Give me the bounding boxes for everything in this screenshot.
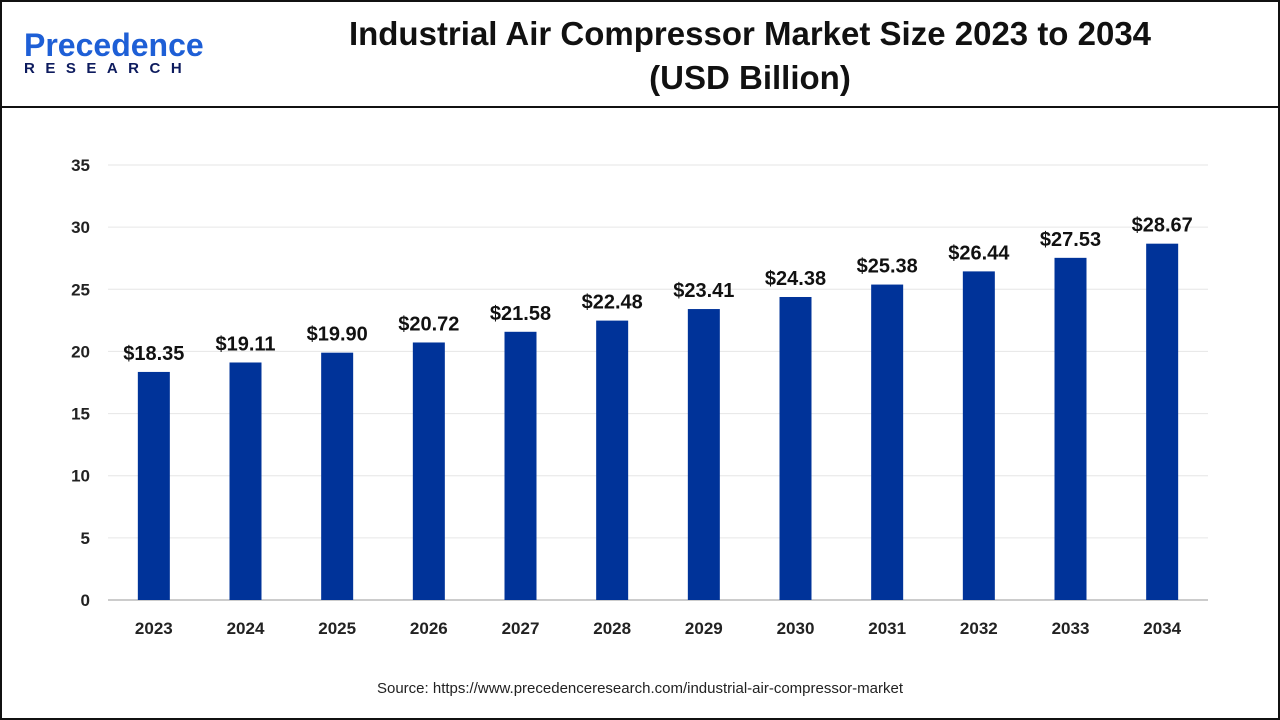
data-label: $22.48 bbox=[582, 292, 643, 314]
y-tick-label: 15 bbox=[71, 405, 90, 424]
y-tick-label: 35 bbox=[71, 156, 90, 175]
bar-2032 bbox=[962, 271, 995, 600]
data-label: $24.38 bbox=[765, 268, 826, 290]
x-tick-label: 2027 bbox=[502, 619, 540, 638]
bar-2027 bbox=[504, 331, 537, 600]
bar-2029 bbox=[687, 309, 720, 600]
bar-2031 bbox=[871, 284, 904, 600]
x-tick-label: 2028 bbox=[593, 619, 631, 638]
x-tick-label: 2026 bbox=[410, 619, 448, 638]
data-label: $19.90 bbox=[307, 324, 368, 346]
source-note: Source: https://www.precedenceresearch.c… bbox=[376, 680, 904, 697]
x-tick-label: 2023 bbox=[135, 619, 173, 638]
y-tick-label: 20 bbox=[71, 342, 90, 361]
logo: Precedence RESEARCH bbox=[24, 28, 204, 77]
chart-title: Industrial Air Compressor Market Size 20… bbox=[250, 12, 1250, 100]
x-tick-label: 2029 bbox=[685, 619, 723, 638]
title-line-2: (USD Billion) bbox=[649, 59, 851, 96]
bar-2026 bbox=[412, 342, 445, 600]
data-label: $19.11 bbox=[215, 333, 275, 355]
y-tick-label: 25 bbox=[71, 280, 90, 299]
bar-2023 bbox=[137, 371, 170, 600]
bar-2034 bbox=[1146, 243, 1179, 600]
data-label: $20.72 bbox=[398, 313, 459, 335]
x-tick-label: 2025 bbox=[318, 619, 356, 638]
data-label: $27.53 bbox=[1040, 229, 1101, 251]
data-label: $26.44 bbox=[948, 242, 1010, 264]
x-tick-label: 2030 bbox=[777, 619, 815, 638]
data-label: $21.58 bbox=[490, 303, 551, 325]
data-label: $25.38 bbox=[857, 256, 918, 278]
x-tick-label: 2034 bbox=[1143, 619, 1181, 638]
x-tick-label: 2033 bbox=[1052, 619, 1090, 638]
x-tick-label: 2031 bbox=[868, 619, 906, 638]
bar-2024 bbox=[229, 362, 262, 600]
logo-wordmark: Precedence bbox=[24, 27, 204, 63]
data-label: $18.35 bbox=[123, 343, 184, 365]
bar-2033 bbox=[1054, 257, 1087, 600]
x-tick-label: 2024 bbox=[227, 619, 265, 638]
bar-2028 bbox=[596, 320, 629, 600]
data-label: $23.41 bbox=[673, 280, 734, 302]
y-tick-label: 30 bbox=[71, 218, 90, 237]
data-label: $28.67 bbox=[1132, 215, 1193, 237]
y-tick-label: 0 bbox=[81, 591, 90, 610]
y-tick-label: 10 bbox=[71, 467, 90, 486]
bar-2025 bbox=[321, 352, 354, 600]
x-tick-label: 2032 bbox=[960, 619, 998, 638]
logo-subtitle: RESEARCH bbox=[24, 60, 193, 77]
header-divider bbox=[0, 106, 1280, 108]
title-line-1: Industrial Air Compressor Market Size 20… bbox=[348, 15, 1152, 52]
y-tick-label: 5 bbox=[81, 529, 90, 548]
bar-2030 bbox=[779, 296, 812, 600]
